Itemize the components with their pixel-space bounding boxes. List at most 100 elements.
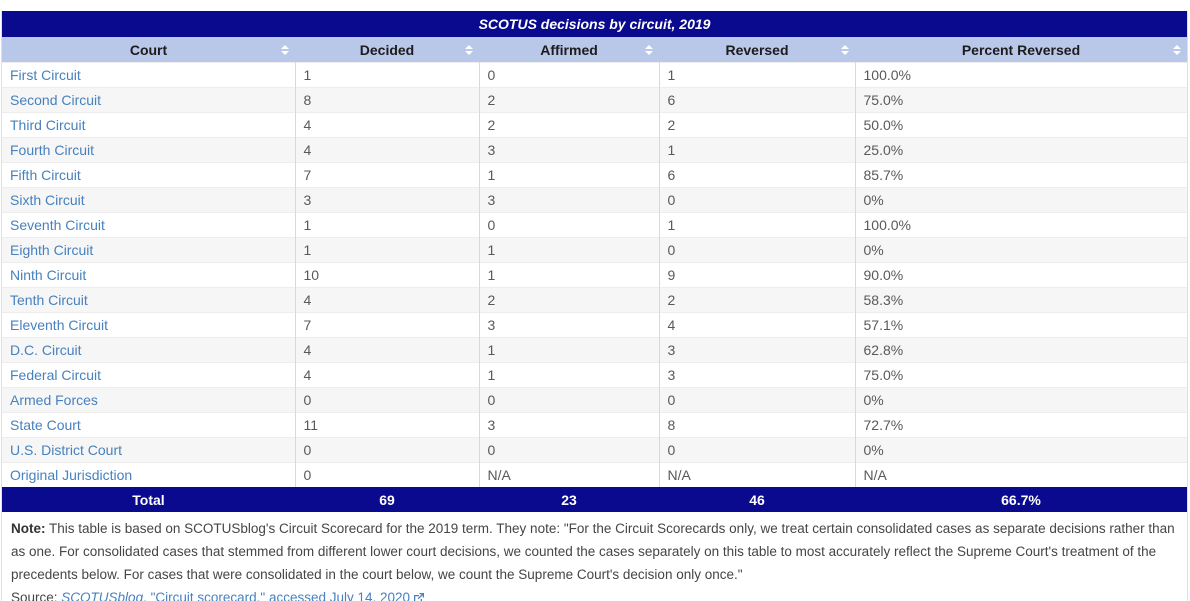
court-cell: Tenth Circuit xyxy=(2,287,296,313)
decided-cell: 1 xyxy=(295,237,480,263)
affirmed-cell: 3 xyxy=(479,312,660,338)
column-header-affirmed[interactable]: Affirmed xyxy=(479,37,659,63)
court-cell: D.C. Circuit xyxy=(2,337,296,363)
header-row: Court Decided Affirmed Reversed xyxy=(2,37,1187,63)
sort-arrows-icon xyxy=(841,44,850,55)
table-row: Tenth Circuit 4 2 2 58.3% xyxy=(2,287,1187,313)
court-link[interactable]: Third Circuit xyxy=(10,117,86,133)
affirmed-cell: 0 xyxy=(479,212,660,238)
decided-cell: 4 xyxy=(295,137,480,163)
scotus-table-container: SCOTUS decisions by circuit, 2019 Court … xyxy=(1,11,1188,601)
reversed-cell: 0 xyxy=(659,237,856,263)
affirmed-cell: 1 xyxy=(479,237,660,263)
affirmed-cell: 1 xyxy=(479,162,660,188)
court-link[interactable]: First Circuit xyxy=(10,67,81,83)
decided-cell: 4 xyxy=(295,362,480,388)
total-decided: 69 xyxy=(295,487,479,512)
percent-reversed-cell: 57.1% xyxy=(855,312,1187,338)
table-body: First Circuit 1 0 1 100.0% Second Circuit 8 2 6 7… xyxy=(2,62,1187,487)
court-link[interactable]: Ninth Circuit xyxy=(10,267,87,283)
decided-cell: 7 xyxy=(295,312,480,338)
total-row: Total 69 23 46 66.7% xyxy=(2,487,1187,512)
decided-cell: 0 xyxy=(295,387,480,413)
court-link[interactable]: Tenth Circuit xyxy=(10,292,88,308)
column-header-decided[interactable]: Decided xyxy=(295,37,479,63)
percent-reversed-cell: 72.7% xyxy=(855,412,1187,438)
scotus-decisions-table: Court Decided Affirmed Reversed xyxy=(2,37,1187,512)
court-link[interactable]: Sixth Circuit xyxy=(10,192,85,208)
reversed-cell: 6 xyxy=(659,87,856,113)
reversed-cell: N/A xyxy=(659,462,856,487)
note-paragraph: Note: This table is based on SCOTUSblog'… xyxy=(11,517,1178,586)
decided-cell: 0 xyxy=(295,437,480,463)
affirmed-cell: 3 xyxy=(479,412,660,438)
sort-arrows-icon xyxy=(281,44,290,55)
sort-arrows-icon xyxy=(465,44,474,55)
source-link[interactable]: SCOTUSblog, "Circuit scorecard," accesse… xyxy=(61,590,410,601)
percent-reversed-cell: 62.8% xyxy=(855,337,1187,363)
table-row: Armed Forces 0 0 0 0% xyxy=(2,387,1187,413)
court-cell: Third Circuit xyxy=(2,112,296,138)
decided-cell: 1 xyxy=(295,212,480,238)
court-link[interactable]: Federal Circuit xyxy=(10,367,102,383)
percent-reversed-cell: 58.3% xyxy=(855,287,1187,313)
court-cell: First Circuit xyxy=(2,62,296,88)
percent-reversed-cell: 0% xyxy=(855,387,1187,413)
decided-cell: 11 xyxy=(295,412,480,438)
source-label: Source: xyxy=(11,590,58,601)
affirmed-cell: N/A xyxy=(479,462,660,487)
court-link[interactable]: Seventh Circuit xyxy=(10,217,105,233)
affirmed-cell: 1 xyxy=(479,337,660,363)
court-cell: U.S. District Court xyxy=(2,437,296,463)
sort-arrows-icon xyxy=(1173,44,1182,55)
total-percent-reversed: 66.7% xyxy=(855,487,1187,512)
court-link[interactable]: Armed Forces xyxy=(10,392,98,408)
decided-cell: 3 xyxy=(295,187,480,213)
affirmed-cell: 1 xyxy=(479,362,660,388)
court-link[interactable]: U.S. District Court xyxy=(10,442,123,458)
affirmed-cell: 0 xyxy=(479,387,660,413)
court-cell: Federal Circuit xyxy=(2,362,296,388)
decided-cell: 8 xyxy=(295,87,480,113)
source-link-name: SCOTUSblog xyxy=(61,590,144,601)
court-link[interactable]: Fifth Circuit xyxy=(10,167,81,183)
table-row: Sixth Circuit 3 3 0 0% xyxy=(2,187,1187,213)
table-row: U.S. District Court 0 0 0 0% xyxy=(2,437,1187,463)
reversed-cell: 1 xyxy=(659,212,856,238)
affirmed-cell: 1 xyxy=(479,262,660,288)
table-title: SCOTUS decisions by circuit, 2019 xyxy=(2,11,1187,37)
court-link[interactable]: Eighth Circuit xyxy=(10,242,94,258)
percent-reversed-cell: 25.0% xyxy=(855,137,1187,163)
table-row: Second Circuit 8 2 6 75.0% xyxy=(2,87,1187,113)
table-row: Eleventh Circuit 7 3 4 57.1% xyxy=(2,312,1187,338)
total-reversed: 46 xyxy=(659,487,855,512)
header-label: Percent Reversed xyxy=(961,41,1081,58)
header-label: Reversed xyxy=(725,41,789,58)
percent-reversed-cell: 75.0% xyxy=(855,362,1187,388)
decided-cell: 0 xyxy=(295,462,480,487)
external-link-icon xyxy=(414,593,425,601)
court-link[interactable]: Second Circuit xyxy=(10,92,102,108)
court-link[interactable]: D.C. Circuit xyxy=(10,342,82,358)
total-label: Total xyxy=(2,487,295,512)
percent-reversed-cell: 0% xyxy=(855,437,1187,463)
table-row: Ninth Circuit 10 1 9 90.0% xyxy=(2,262,1187,288)
reversed-cell: 0 xyxy=(659,437,856,463)
percent-reversed-cell: 75.0% xyxy=(855,87,1187,113)
court-cell: Ninth Circuit xyxy=(2,262,296,288)
court-link[interactable]: Original Jurisdiction xyxy=(10,467,133,483)
court-link[interactable]: State Court xyxy=(10,417,81,433)
column-header-reversed[interactable]: Reversed xyxy=(659,37,855,63)
court-cell: State Court xyxy=(2,412,296,438)
decided-cell: 4 xyxy=(295,112,480,138)
table-row: Fifth Circuit 7 1 6 85.7% xyxy=(2,162,1187,188)
court-link[interactable]: Eleventh Circuit xyxy=(10,317,109,333)
table-row: Fourth Circuit 4 3 1 25.0% xyxy=(2,137,1187,163)
decided-cell: 10 xyxy=(295,262,480,288)
header-label: Decided xyxy=(359,41,415,58)
court-link[interactable]: Fourth Circuit xyxy=(10,142,95,158)
table-row: D.C. Circuit 4 1 3 62.8% xyxy=(2,337,1187,363)
column-header-percent-reversed[interactable]: Percent Reversed xyxy=(855,37,1187,63)
reversed-cell: 2 xyxy=(659,112,856,138)
column-header-court[interactable]: Court xyxy=(2,37,295,63)
